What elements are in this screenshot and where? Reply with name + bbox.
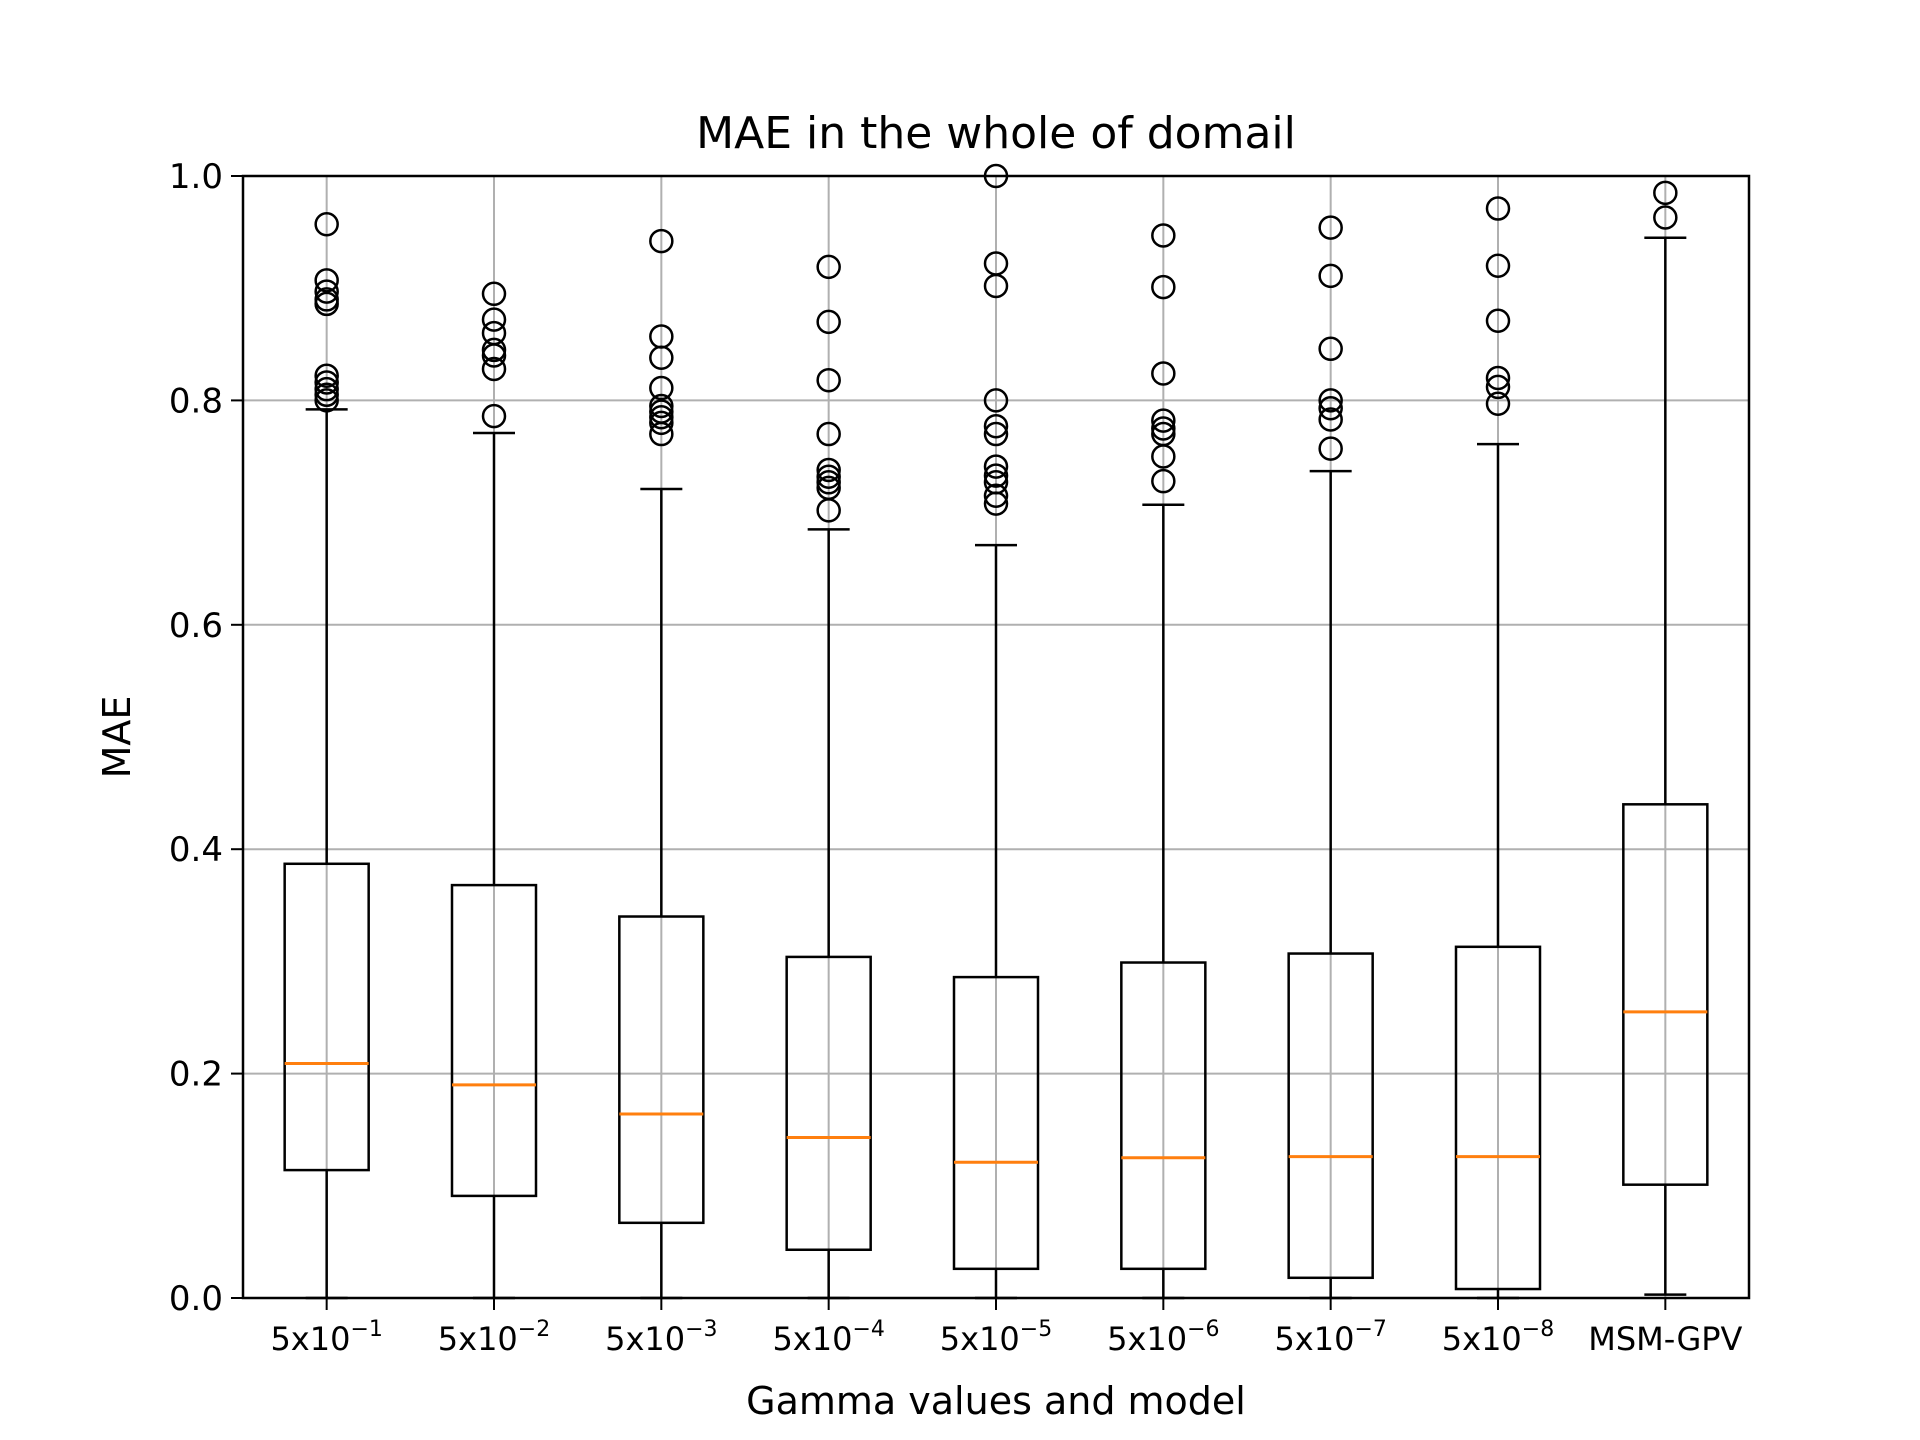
x-tick-label: 5x10−3	[605, 1317, 717, 1358]
box-group	[952, 163, 1040, 1300]
outlier-point	[649, 410, 674, 436]
outlier-point	[314, 388, 339, 413]
outlier-point	[1485, 196, 1511, 221]
outlier-point	[314, 370, 339, 395]
y-tick-label: 1.0	[169, 157, 223, 197]
outlier-point	[314, 382, 339, 408]
outlier-point	[983, 463, 1009, 488]
outlier-point	[1151, 361, 1176, 386]
outlier-point	[1485, 253, 1511, 279]
y-tick-label: 0.2	[169, 1055, 223, 1095]
x-tick-label: 5x10−8	[1442, 1317, 1554, 1358]
y-tick-label: 0.4	[169, 830, 223, 870]
outlier-point	[1318, 388, 1343, 413]
iqr-box	[785, 955, 872, 1252]
outlier-point	[816, 254, 841, 280]
iqr-box	[283, 862, 370, 1172]
outlier-point	[1485, 308, 1511, 333]
outlier-point	[1151, 468, 1176, 494]
outlier-point	[816, 421, 841, 447]
outlier-point	[1151, 416, 1176, 441]
outlier-point	[481, 281, 507, 307]
outlier-point	[481, 356, 507, 382]
iqr-box	[450, 883, 538, 1198]
outlier-point	[649, 345, 674, 371]
outlier-point	[983, 483, 1009, 509]
box-group	[618, 228, 705, 1300]
box-group	[1454, 196, 1542, 1300]
y-axis-label: MAE	[95, 696, 139, 779]
outlier-point	[314, 268, 339, 293]
chart-title: MAE in the whole of domail	[696, 108, 1296, 159]
x-tick-label: 5x10−7	[1274, 1317, 1386, 1358]
x-tick-label: 5x10−1	[270, 1317, 382, 1358]
outlier-point	[649, 421, 674, 447]
outlier-point	[649, 375, 674, 401]
outlier-point	[816, 367, 841, 393]
box-group	[283, 211, 370, 1300]
x-tick-label: 5x10−4	[772, 1317, 884, 1358]
x-axis-label: Gamma values and model	[746, 1379, 1246, 1423]
outlier-point	[481, 337, 507, 363]
outlier-point	[1485, 391, 1511, 417]
outlier-point	[1318, 407, 1343, 432]
box-group	[1287, 215, 1374, 1300]
outlier-point	[983, 388, 1009, 413]
outlier-point	[481, 343, 507, 368]
outlier-point	[983, 491, 1009, 516]
outlier-point	[983, 421, 1009, 447]
y-tick-label: 0.6	[169, 606, 223, 646]
x-tick-label: 5x10−6	[1107, 1317, 1219, 1358]
iqr-box	[618, 915, 705, 1225]
box-group	[785, 254, 872, 1300]
outlier-point	[983, 454, 1009, 479]
box-series	[283, 163, 1709, 1300]
outlier-point	[983, 273, 1009, 299]
outlier-point	[1318, 336, 1343, 362]
outlier-point	[1485, 374, 1511, 400]
box-group	[1120, 223, 1207, 1300]
outlier-point	[816, 457, 841, 483]
outlier-point	[314, 211, 339, 237]
outlier-point	[314, 376, 339, 402]
outlier-point	[1151, 223, 1176, 248]
outlier-point	[314, 291, 339, 317]
iqr-box	[1120, 961, 1207, 1271]
outlier-point	[649, 393, 674, 419]
x-tick-label: 5x10−5	[940, 1317, 1052, 1358]
outlier-point	[816, 464, 841, 489]
outlier-point	[1151, 274, 1176, 300]
outlier-point	[816, 498, 841, 523]
outlier-point	[649, 404, 674, 430]
outlier-point	[1653, 180, 1678, 206]
axis-ticks: 0.0 0.2 0.4 0.6 0.8 1.0 5x10−1 5x10−2 5x10−3 5x10…	[169, 157, 1743, 1358]
outlier-point	[1485, 365, 1511, 391]
outlier-point	[1318, 263, 1343, 289]
outlier-point	[1151, 408, 1176, 433]
x-tick-label: 5x10−2	[438, 1317, 550, 1358]
y-tick-label: 0.0	[169, 1279, 223, 1319]
outlier-point	[1318, 215, 1343, 240]
outlier-point	[983, 413, 1009, 439]
x-tick-label: MSM-GPV	[1588, 1320, 1742, 1358]
box-group	[1622, 180, 1709, 1296]
y-tick-label: 0.8	[169, 381, 223, 421]
iqr-box	[1287, 952, 1374, 1280]
iqr-box	[952, 975, 1040, 1271]
outlier-point	[314, 363, 339, 388]
outlier-point	[481, 307, 507, 332]
outlier-point	[816, 309, 841, 335]
outlier-point	[314, 279, 339, 304]
outlier-point	[649, 228, 674, 254]
outlier-point	[1318, 436, 1343, 461]
outlier-point	[481, 403, 507, 429]
iqr-box	[1622, 803, 1709, 1186]
outlier-point	[1653, 205, 1678, 230]
outlier-point	[1318, 396, 1343, 421]
outlier-point	[816, 470, 841, 495]
outlier-point	[1151, 444, 1176, 469]
iqr-box	[1454, 945, 1542, 1291]
